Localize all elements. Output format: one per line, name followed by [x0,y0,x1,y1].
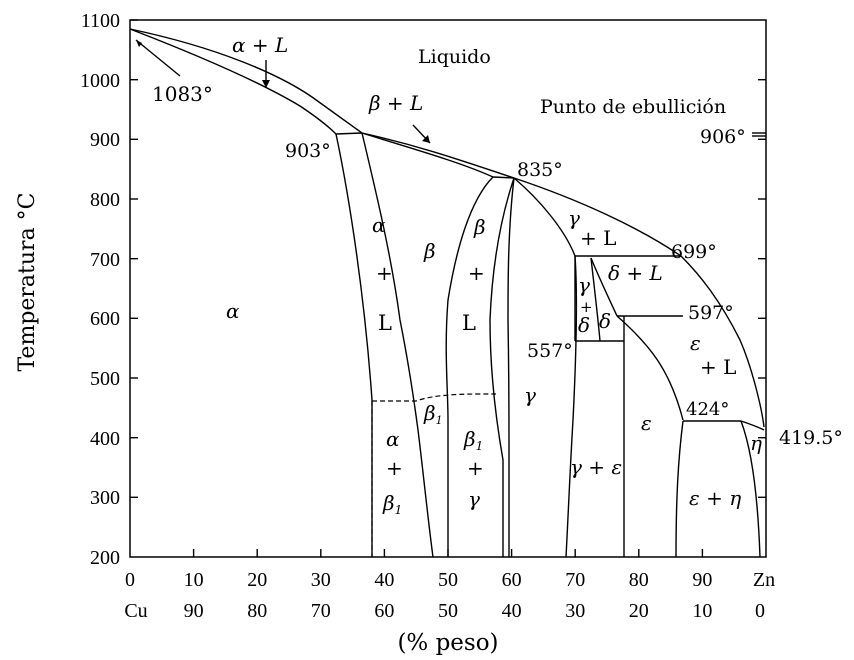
x-tick-cu-label: Cu [124,600,147,622]
beta1-boundary-dashed [372,393,496,402]
label-eta-region: η [750,431,762,455]
x-tick-cu-70: 70 [311,600,331,622]
y-tick-900: 900 [90,129,120,151]
y-axis: 1100 1000 900 800 700 600 500 400 300 20… [80,10,766,569]
gamma-right [513,177,578,558]
x-tick-zn-0: 0 [125,569,135,591]
label-plus-3: + [386,456,403,480]
label-gd-gamma: γ [578,273,590,297]
label-alpha-region: α [226,299,240,323]
label-alpha-upper: α [372,213,386,237]
label-gamma-L-g: γ [568,206,580,230]
label-beta-upper: β [473,215,486,239]
label-gamma-plus-eps: γ + ε [570,455,622,479]
x-tick-cu-20: 20 [629,600,649,622]
x-tick-zn-30: 30 [311,569,331,591]
x-axis-label: (% peso) [397,630,498,656]
beta-L-left [445,176,494,557]
y-axis-label: Temperatura °C [15,192,40,371]
label-gd-delta: δ [578,313,590,337]
label-boiling-point: Punto de ebullición [540,96,726,118]
label-557: 557° [527,340,573,362]
x-tick-zn-10: 10 [184,569,204,591]
label-gamma-mid: γ [524,383,536,407]
x-tick-cu-50: 50 [438,600,458,622]
y-tick-700: 700 [90,249,120,271]
liquidus-line [129,28,765,428]
x-tick-cu-30: 30 [565,600,585,622]
label-L-2: L [462,311,476,335]
label-beta-plus-L: β + L [368,91,423,115]
label-835: 835° [517,159,563,181]
label-gd-plus: + [580,298,593,316]
label-gamma-lower: γ [468,487,480,511]
label-plus-2: + [468,261,485,285]
label-alpha-plus-L: α + L [232,33,288,57]
label-beta1-lower-left: β1 [382,491,402,517]
label-delta-small: δ [599,309,611,333]
y-tick-800: 800 [90,189,120,211]
label-gamma-L-l: + L [580,226,616,250]
arrow-1083 [135,39,181,77]
eps-solvus [675,420,684,558]
x-tick-cu-60: 60 [374,600,394,622]
label-419: 419.5° [779,427,843,449]
y-tick-300: 300 [90,487,120,509]
label-1083: 1083° [152,82,213,106]
x-tick-cu-10: 10 [692,600,712,622]
x-tick-zn-20: 20 [247,569,267,591]
label-L-1: L [378,311,392,335]
label-beta-mid: β [423,239,436,263]
label-eps-L-e: ε [690,331,701,355]
x-tick-cu-90: 90 [184,600,204,622]
x-tick-zn-50: 50 [438,569,458,591]
delta-right [590,257,618,317]
label-liquid: Liquido [418,46,491,68]
solidus-line-upper [129,28,363,135]
label-plus-4: + [467,456,484,480]
eps-liquidus [616,315,684,421]
x-tick-zn-60: 60 [502,569,522,591]
arrows [135,39,431,144]
label-beta1-lower-right: β1 [463,427,483,453]
y-tick-600: 600 [90,308,120,330]
gamma-left [507,177,515,557]
x-tick-zn-40: 40 [374,569,394,591]
x-tick-cu-80: 80 [247,600,267,622]
phase-boundaries [129,28,766,558]
label-beta1-small: β1 [423,401,443,427]
label-424: 424° [686,399,729,420]
label-alpha-lower: α [386,427,400,451]
gamma-delta-divider [590,257,601,342]
y-tick-1100: 1100 [81,10,120,32]
y-tick-500: 500 [90,368,120,390]
label-delta-plus-L: δ + L [608,261,663,285]
x-tick-zn-label: Zn [753,569,775,591]
label-eps-plus-eta: ε + η [689,486,741,510]
label-903: 903° [285,140,331,162]
label-eps-region: ε [641,411,652,435]
alpha-beta-boundary [361,132,434,558]
eta-liquidus [740,420,765,431]
x-axis: 0 10 20 30 40 50 60 70 80 90 Zn Cu 90 80… [124,549,775,622]
y-tick-400: 400 [90,428,120,450]
eta-boundary [740,420,761,558]
beta-liquidus-lower [361,132,515,179]
label-eps-L-l: + L [700,355,736,379]
alpha-solvus [335,133,373,557]
x-tick-cu-0: 0 [755,600,765,622]
x-tick-zn-80: 80 [629,569,649,591]
x-tick-zn-90: 90 [692,569,712,591]
beta-L-right [489,177,515,557]
x-tick-cu-40: 40 [502,600,522,622]
x-tick-zn-70: 70 [565,569,585,591]
label-plus-1: + [376,261,393,285]
label-699: 699° [671,241,717,263]
label-906: 906° [700,126,746,148]
y-tick-200: 200 [90,547,120,569]
label-597: 597° [688,302,734,324]
y-tick-1000: 1000 [80,70,120,92]
